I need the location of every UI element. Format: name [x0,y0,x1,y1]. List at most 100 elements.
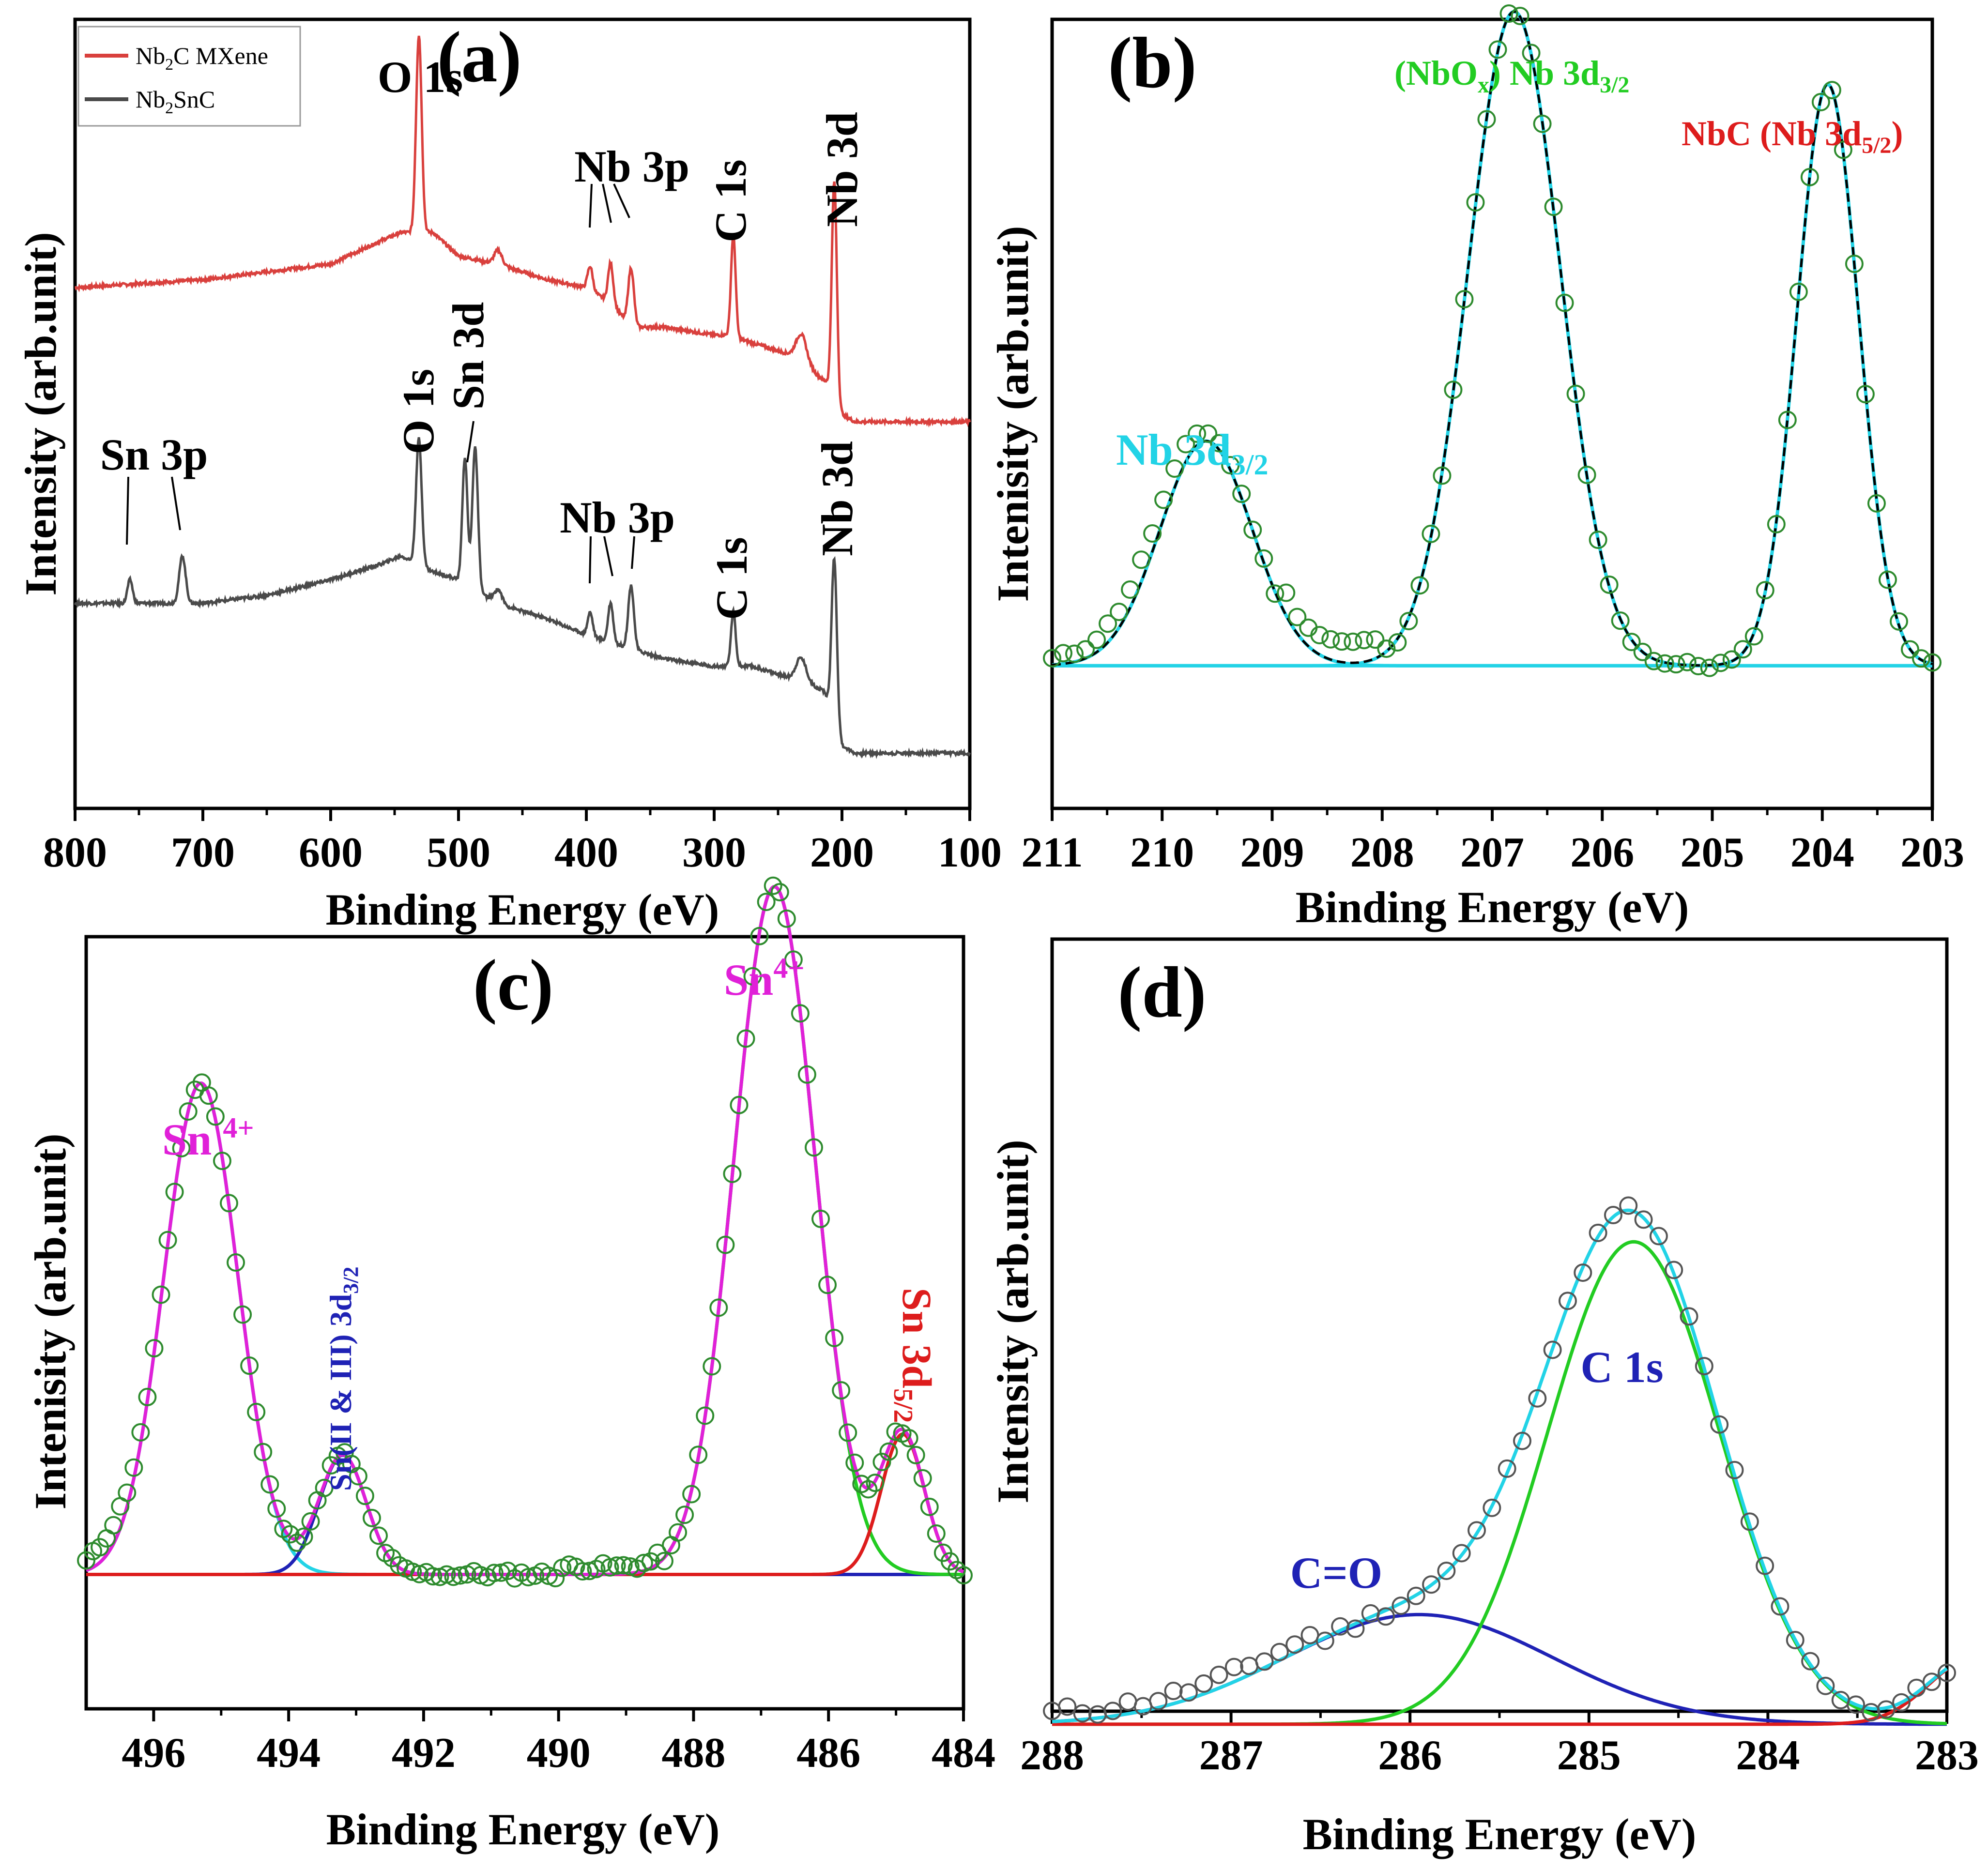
x-tick-label: 284 [1736,1732,1800,1779]
data-point [1522,44,1541,62]
data-point [213,1152,231,1171]
panel-d-x-axis-label: Binding Energy (eV) [1303,1809,1697,1859]
data-point [294,1527,313,1546]
data-point [675,1505,694,1524]
fit-envelope [1052,1208,1948,1723]
ann-nbc: NbC (Nb 3d5/2) [1682,114,1903,158]
data-point [1611,611,1630,630]
data-point [424,1567,443,1586]
fit-component-2 [86,1453,963,1576]
ann-nbc-close: ) [1891,114,1903,153]
data-point [777,909,796,928]
x-tick-label: 207 [1460,829,1524,876]
series-nb2c-mxene-line [74,35,971,428]
panel-b-x-axis-label: Binding Energy (eV) [1296,882,1689,932]
x-tick-label: 486 [796,1730,860,1777]
data-point [655,1551,673,1570]
data-point [1477,110,1496,129]
data-point [247,1402,266,1421]
data-point [1310,625,1329,644]
data-point [1744,627,1763,646]
data-point [750,927,769,945]
x-tick-label: 494 [257,1730,321,1777]
data-point [1811,92,1830,111]
data-point [1912,649,1930,668]
data-point [669,1523,688,1542]
data-point [1240,1657,1259,1675]
x-tick-label: 700 [171,829,235,876]
arrow-nb3p-top-3 [613,183,630,218]
data-point [1622,633,1641,652]
data-point [444,1567,463,1586]
data-point [866,1474,885,1492]
data-point [1437,1561,1456,1580]
ann-nb3p-bot: Nb 3p [560,493,675,542]
panel-b-curves [1043,4,1942,677]
data-point [1376,1607,1395,1626]
panel-a-survey-spectrum: 800 700 600 500 400 300 200 100 (a) Binding Ene… [16,17,1002,934]
data-point [1149,1692,1168,1711]
data-point [1058,1697,1077,1716]
data-point [1667,655,1685,674]
ann-o1s-top: O 1s [378,52,463,102]
legend-nb2c-sub: 2 [165,56,173,74]
data-point [1103,1702,1122,1720]
arrow-nb3p-top-2 [602,183,612,223]
panel-a-curves [74,35,971,760]
ann-sn3d52-main: Sn 3d [894,1288,940,1388]
x-tick-label: 800 [43,829,107,876]
data-point [818,1276,837,1294]
data-point [233,1305,252,1324]
data-point [1332,632,1351,651]
data-point [1801,1652,1820,1671]
data-point [1285,1635,1304,1654]
ann-nb3d-bot: Nb 3d [812,441,862,556]
data-point [301,1512,320,1531]
x-tick-label: 205 [1681,829,1744,876]
data-point [1321,630,1340,649]
data-point [1786,1630,1804,1649]
legend-nb2snc-main: Nb [136,86,165,113]
fit-envelope-dashed [1052,10,1933,667]
ann-sn23-sub: 3/2 [339,1267,363,1294]
legend-nb2snc-rest: SnC [173,86,215,113]
data-point [485,1564,504,1582]
data-point [913,1469,932,1488]
data-point [1800,167,1819,186]
data-point [1087,630,1106,649]
data-point [1399,611,1418,630]
data-point [1574,1263,1592,1282]
data-point [1923,653,1942,672]
ann-nbox-pre-sub: x [1478,72,1489,98]
ann-nbox-pre: (NbO [1394,54,1478,92]
data-point [1644,652,1663,670]
data-point [1366,630,1385,649]
data-point [954,1566,973,1585]
x-tick-label: 287 [1199,1732,1263,1779]
data-point [1121,580,1140,599]
data-point [797,1065,816,1084]
data-point [1695,1357,1713,1376]
data-point [505,1569,524,1588]
data-point [1243,520,1262,539]
data-point [1388,633,1407,652]
data-point [315,1478,334,1497]
data-point [1255,1652,1274,1671]
data-point [1422,1575,1441,1594]
data-point [1544,198,1563,216]
fit-component-3 [1052,82,1933,668]
data-point [1756,1556,1774,1575]
data-point [355,1487,374,1505]
data-point [1344,632,1362,651]
data-point [1733,640,1752,659]
data-point [1633,642,1652,661]
ann-sn4-left: Sn 4+ [162,1112,254,1164]
data-point [634,1553,653,1572]
data-point [1678,653,1697,671]
ann-o1s-bot: O 1s [394,369,443,454]
ann-sn4-left-main: Sn [162,1115,223,1164]
data-point [607,1556,626,1575]
series-nb2snc-line [74,437,971,760]
data-point [1577,465,1596,484]
data-point [723,1164,742,1183]
